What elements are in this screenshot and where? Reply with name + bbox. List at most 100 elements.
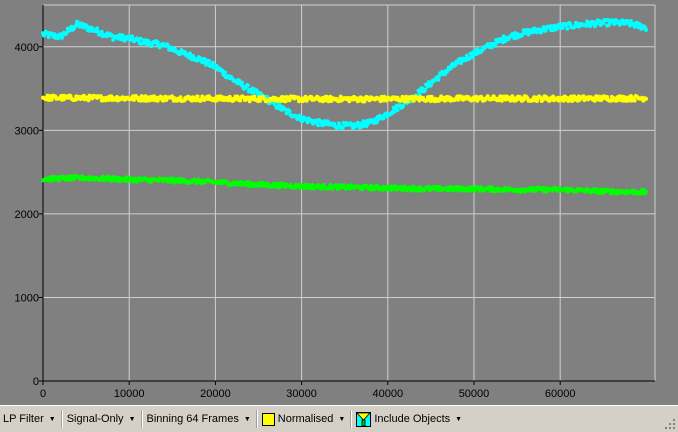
data-point bbox=[322, 119, 327, 124]
data-series-3 bbox=[41, 174, 648, 196]
data-point bbox=[240, 80, 245, 85]
data-point bbox=[155, 40, 160, 45]
data-point bbox=[98, 94, 103, 99]
data-point bbox=[235, 94, 240, 99]
data-point bbox=[607, 22, 612, 27]
data-point bbox=[223, 70, 227, 75]
data-point bbox=[71, 177, 76, 182]
data-point bbox=[601, 21, 606, 26]
data-point bbox=[281, 95, 286, 100]
binning-dropdown[interactable]: Binning 64 Frames ▼ bbox=[144, 409, 255, 429]
data-point bbox=[565, 26, 570, 31]
lp-filter-label: LP Filter bbox=[3, 413, 44, 425]
data-point bbox=[99, 29, 104, 34]
data-point bbox=[632, 98, 637, 103]
x-tick-label: 10000 bbox=[114, 388, 145, 400]
lp-filter-dropdown[interactable]: LP Filter ▼ bbox=[0, 409, 60, 429]
data-point bbox=[188, 51, 192, 56]
data-point bbox=[436, 77, 441, 82]
include-objects-label: Include Objects bbox=[374, 413, 451, 425]
data-point bbox=[409, 188, 414, 193]
data-point bbox=[298, 113, 302, 118]
data-point bbox=[130, 34, 135, 39]
resize-grip-icon[interactable] bbox=[664, 418, 676, 430]
data-point bbox=[238, 98, 243, 103]
x-tick-label: 60000 bbox=[545, 388, 576, 400]
data-point bbox=[284, 111, 289, 116]
data-point bbox=[316, 123, 320, 128]
y-tick-label: 2000 bbox=[15, 209, 39, 221]
x-tick-label: 40000 bbox=[372, 388, 403, 400]
data-point bbox=[437, 184, 442, 189]
chevron-down-icon: ▼ bbox=[338, 415, 346, 423]
data-point bbox=[178, 95, 183, 100]
data-point bbox=[227, 94, 232, 99]
data-point bbox=[456, 97, 461, 102]
data-point bbox=[459, 61, 464, 66]
data-series-1 bbox=[41, 18, 648, 131]
signal-only-label: Signal-Only bbox=[66, 413, 124, 425]
data-point bbox=[374, 120, 379, 125]
scatter-chart: 0 10000 20000 30000 40000 50000 60000 0 1000 2000… bbox=[15, 4, 656, 400]
normalised-swatch-icon bbox=[261, 412, 275, 426]
data-point bbox=[470, 55, 475, 60]
data-point bbox=[423, 87, 428, 92]
data-point bbox=[488, 189, 493, 193]
normalised-dropdown[interactable]: Normalised ▼ bbox=[259, 409, 350, 429]
y-tick-label: 1000 bbox=[15, 292, 39, 304]
data-point bbox=[535, 99, 539, 103]
data-point bbox=[252, 94, 257, 99]
data-point bbox=[368, 187, 373, 192]
include-objects-icon bbox=[356, 411, 372, 427]
data-point bbox=[588, 24, 593, 29]
data-point bbox=[206, 58, 211, 63]
data-point bbox=[501, 34, 506, 39]
y-tick-label: 4000 bbox=[15, 42, 39, 54]
y-tick-label: 3000 bbox=[15, 125, 39, 137]
data-point bbox=[122, 38, 127, 43]
x-tick-label: 50000 bbox=[459, 388, 490, 400]
include-objects-dropdown[interactable]: Include Objects ▼ bbox=[353, 409, 466, 429]
data-point bbox=[493, 43, 498, 48]
data-point bbox=[64, 30, 69, 35]
chevron-down-icon: ▼ bbox=[128, 415, 136, 423]
data-point bbox=[361, 119, 366, 124]
data-point bbox=[322, 98, 327, 103]
toolbar-separator bbox=[255, 410, 258, 428]
data-point bbox=[406, 99, 410, 104]
signal-only-dropdown[interactable]: Signal-Only ▼ bbox=[64, 409, 140, 429]
normalised-label: Normalised bbox=[277, 413, 334, 425]
data-point bbox=[638, 22, 643, 27]
data-point bbox=[381, 116, 386, 121]
chevron-down-icon: ▼ bbox=[48, 415, 56, 423]
toolbar-separator bbox=[350, 410, 353, 428]
data-point bbox=[644, 189, 648, 194]
data-series-2 bbox=[41, 93, 648, 104]
data-point bbox=[372, 117, 377, 122]
data-point bbox=[138, 36, 143, 41]
data-point bbox=[283, 99, 288, 104]
x-tick-label: 0 bbox=[40, 388, 46, 400]
data-point bbox=[551, 94, 556, 99]
data-point bbox=[86, 98, 91, 103]
data-point bbox=[510, 94, 515, 99]
data-point bbox=[395, 108, 400, 112]
y-tick-label: 0 bbox=[33, 376, 39, 388]
data-point bbox=[401, 103, 406, 108]
data-point bbox=[448, 66, 453, 71]
data-point bbox=[245, 83, 250, 88]
data-point bbox=[321, 182, 326, 187]
data-point bbox=[195, 94, 200, 99]
toolbar-separator bbox=[140, 410, 143, 428]
data-point bbox=[56, 36, 61, 41]
chevron-down-icon: ▼ bbox=[455, 415, 463, 423]
data-point bbox=[214, 63, 219, 68]
data-point bbox=[95, 26, 99, 31]
chart-area: 0 10000 20000 30000 40000 50000 60000 0 1000 2000… bbox=[15, 4, 656, 400]
data-point bbox=[340, 126, 345, 130]
data-point bbox=[521, 97, 526, 102]
x-tick-label: 30000 bbox=[286, 388, 317, 400]
data-point bbox=[592, 98, 597, 103]
x-tick-label: 20000 bbox=[200, 388, 231, 400]
data-point bbox=[287, 109, 292, 114]
